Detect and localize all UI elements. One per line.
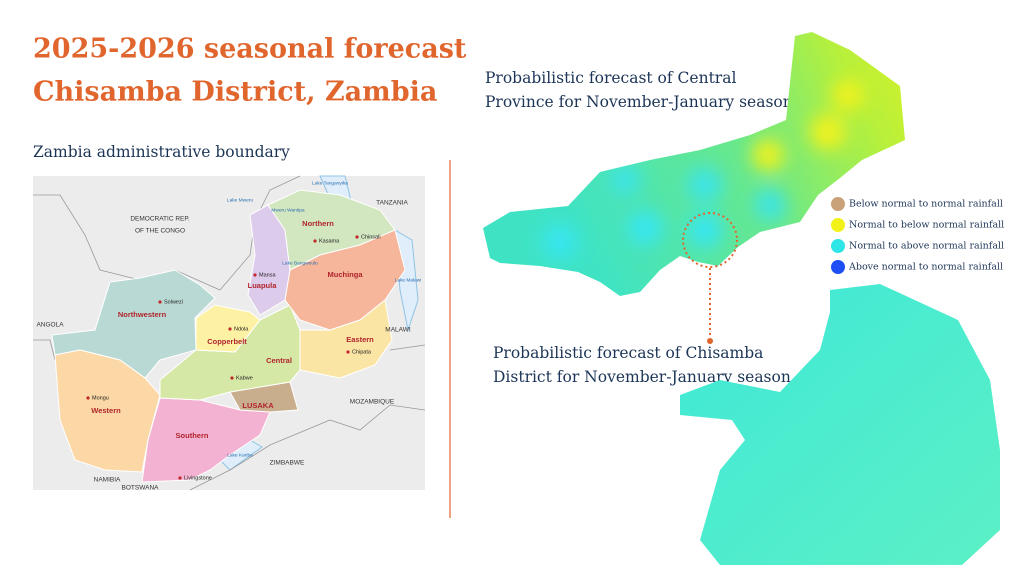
zambia-map: DEMOCRATIC REP. OF THE CONGO TANZANIA ANGOL… — [33, 175, 426, 492]
citie-label: Mongu — [92, 395, 109, 401]
caption: Province for November-January season — [485, 93, 793, 111]
caption: Probabilistic forecast of Central — [485, 69, 736, 87]
city-dot — [346, 350, 350, 354]
lake-label: Lake Malawi — [395, 277, 422, 283]
legend-swatch — [831, 239, 845, 253]
legend: Below normal to normal rainfall Normal to… — [831, 197, 1004, 274]
countrie-label: ANGOLA — [36, 322, 64, 329]
city-dot — [253, 273, 257, 277]
citie-label: Kasama — [319, 238, 340, 244]
legend-label: Normal to below normal rainfall — [849, 220, 1004, 231]
legend-label: Below normal to normal rainfall — [849, 199, 1003, 210]
city-dot — [158, 300, 162, 304]
legend-swatch — [831, 218, 845, 232]
caption: Probabilistic forecast of Chisamba — [493, 344, 763, 362]
title-line: 2025-2026 seasonal forecast — [33, 34, 467, 65]
legend-swatch — [831, 260, 845, 274]
highlight-circle — [682, 212, 738, 268]
city-dot — [228, 327, 232, 331]
countrie-label: OF THE CONGO — [135, 228, 185, 235]
province-label: Luapula — [248, 281, 278, 290]
countrie-label: NAMIBIA — [94, 477, 121, 484]
district-forecast-map — [680, 284, 1000, 565]
province-label: Southern — [176, 431, 209, 440]
countrie-label: MALAWI — [385, 327, 411, 334]
city-dot — [355, 235, 359, 239]
countrie-label: BOTSWANA — [122, 485, 160, 492]
lake-label: Lake Mweru — [227, 197, 253, 203]
title: 2025-2026 seasonal forecast Chisamba Dis… — [33, 34, 467, 108]
countrie-label: ZIMBABWE — [270, 460, 305, 467]
province-forecast-map — [483, 32, 905, 296]
city-dot — [230, 376, 234, 380]
province-label: LUSAKA — [242, 401, 274, 410]
citie-label: Chipata — [352, 349, 372, 355]
lake-label: Lake Tanganyika — [312, 180, 348, 186]
province-label: Muchinga — [328, 270, 364, 279]
city-dot — [86, 396, 90, 400]
citie-label: Kabwe — [236, 375, 253, 381]
caption: District for November-January season — [493, 368, 791, 386]
lake-label: Lake Kariba — [227, 452, 253, 458]
citie-label: Ndola — [234, 326, 249, 332]
lake-label: Mweru Wantipa — [271, 207, 304, 213]
province-label: Copperbelt — [207, 337, 247, 346]
caption: Zambia administrative boundary — [33, 143, 290, 161]
legend-label: Above normal to normal rainfall — [848, 262, 1003, 273]
provinces — [51, 189, 406, 483]
citie-label: Chinsali — [361, 234, 381, 240]
province-label: Northwestern — [118, 310, 167, 319]
countrie-label: TANZANIA — [376, 200, 408, 207]
countrie-label: DEMOCRATIC REP. — [130, 216, 190, 223]
lake-label: Lake Bangweulu — [282, 260, 318, 266]
city-dot — [313, 239, 317, 243]
citie-label: Mansa — [259, 272, 276, 278]
province-label: Central — [266, 356, 292, 365]
province-label: Western — [91, 406, 121, 415]
citie-label: Solwezi — [164, 299, 183, 305]
title-line: Chisamba District, Zambia — [33, 77, 437, 108]
province-label: Eastern — [346, 335, 374, 344]
legend-swatch — [831, 197, 845, 211]
countrie-label: MOZAMBIQUE — [350, 399, 395, 406]
city-dot — [178, 476, 182, 480]
province-label: Northern — [302, 219, 334, 228]
citie-label: Livingstone — [184, 475, 212, 481]
legend-label: Normal to above normal rainfall — [849, 241, 1004, 252]
connector-dot — [707, 338, 713, 344]
